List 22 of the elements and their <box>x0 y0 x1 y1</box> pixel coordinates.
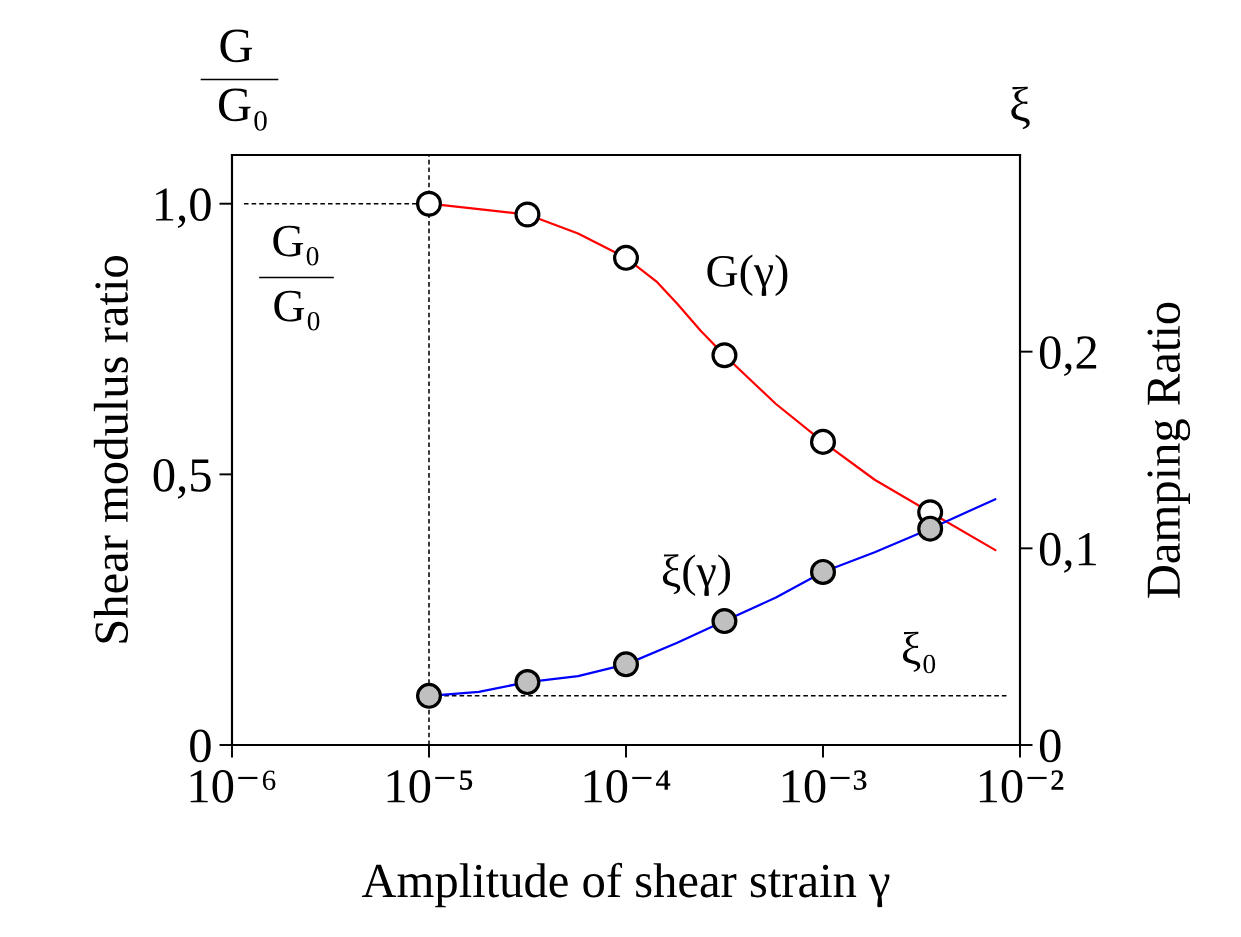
text: ξ <box>1011 86 1030 130</box>
x-tick-label: 10⁻⁵ <box>387 770 473 803</box>
annotation: G₀ <box>273 225 319 266</box>
x-tick-label: 10⁻⁶ <box>190 770 276 803</box>
y-tick-label: 0 <box>190 729 211 763</box>
x-tick-label: 10⁻³ <box>782 770 867 803</box>
y2-tick-label: 0,2 <box>1039 336 1097 377</box>
series-label: ξ(γ) <box>662 554 731 596</box>
y2-tick-label: 0 <box>1039 729 1061 763</box>
y2-tick-label: 0,1 <box>1039 532 1096 573</box>
y-axis-title: Shear modulus ratio <box>93 256 129 643</box>
text: G <box>220 29 253 63</box>
y2-axis-title: Damping Ratio <box>1147 302 1191 598</box>
y-tick-label: 0,5 <box>153 458 211 499</box>
text: G₀ <box>218 88 267 131</box>
x-axis-title: Amplitude of shear strain γ <box>361 862 890 908</box>
annotation: G₀ <box>274 290 320 331</box>
x-tick-label: 10⁻⁴ <box>584 770 671 803</box>
series-label: ξ₀ <box>902 631 936 674</box>
series-label: G(γ) <box>707 254 788 297</box>
x-tick-label: 10⁻² <box>979 770 1064 803</box>
y-tick-label: 1,0 <box>156 188 211 229</box>
